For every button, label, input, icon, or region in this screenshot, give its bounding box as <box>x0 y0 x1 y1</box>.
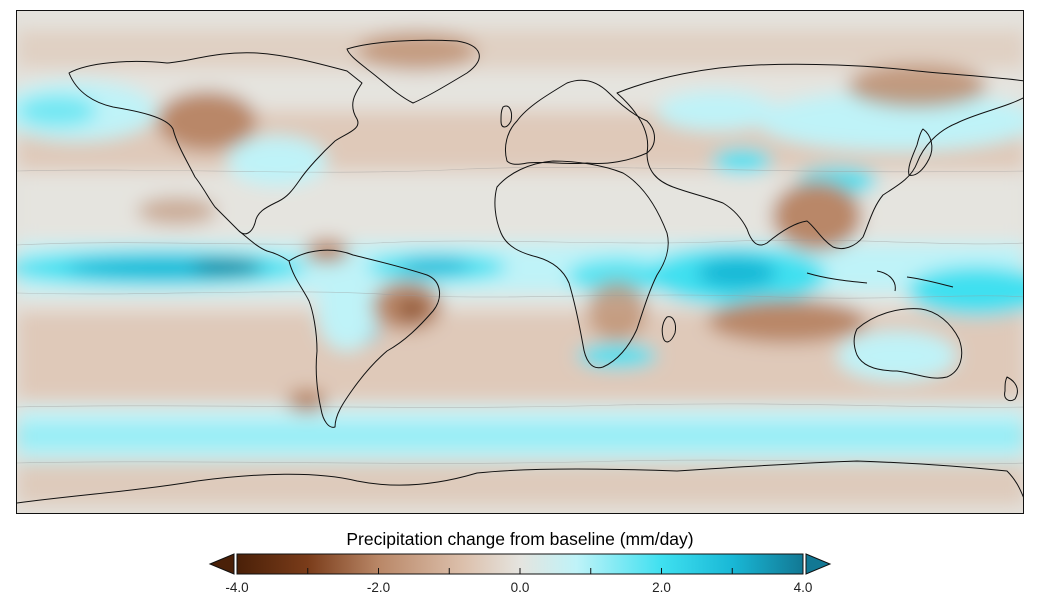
coastline-asia <box>616 63 1023 250</box>
colorbar-ticks <box>236 568 804 574</box>
coastline-australia <box>853 308 963 379</box>
coastline-south-america <box>288 249 440 428</box>
colorbar-title: Precipitation change from baseline (mm/d… <box>346 529 694 549</box>
colorbar-tick-label: 4.0 <box>794 580 813 595</box>
colorbar-tick-label: 2.0 <box>652 580 671 595</box>
precipitation-field <box>17 11 1023 513</box>
colorbar-tick-label: 0.0 <box>511 580 530 595</box>
coastline-new-zealand <box>1004 376 1018 402</box>
colorbar-tick-label: -4.0 <box>225 580 248 595</box>
colorbar-extend-low-arrow <box>208 553 235 575</box>
coastline-africa <box>494 160 669 369</box>
contour-lines <box>17 166 1023 465</box>
coastline-japan <box>908 128 933 176</box>
coastline-north-america <box>68 52 363 235</box>
coastlines <box>17 39 1023 504</box>
precipitation-map <box>16 10 1024 514</box>
coastline-greenland <box>346 39 480 104</box>
colorbar-tick-labels: -4.0 -2.0 0.0 2.0 4.0 <box>225 580 812 595</box>
map-canvas <box>17 11 1023 513</box>
colorbar-extend-high-arrow <box>805 553 832 575</box>
coastline-madagascar <box>661 316 676 343</box>
colorbar: -4.0 -2.0 0.0 2.0 4.0 <box>208 553 832 595</box>
colorbar-tick-label: -2.0 <box>367 580 390 595</box>
coastline-central-america <box>238 230 290 262</box>
coastline-antarctica <box>17 460 1023 504</box>
coastline-uk <box>500 105 512 128</box>
coastline-indonesia <box>806 270 954 292</box>
